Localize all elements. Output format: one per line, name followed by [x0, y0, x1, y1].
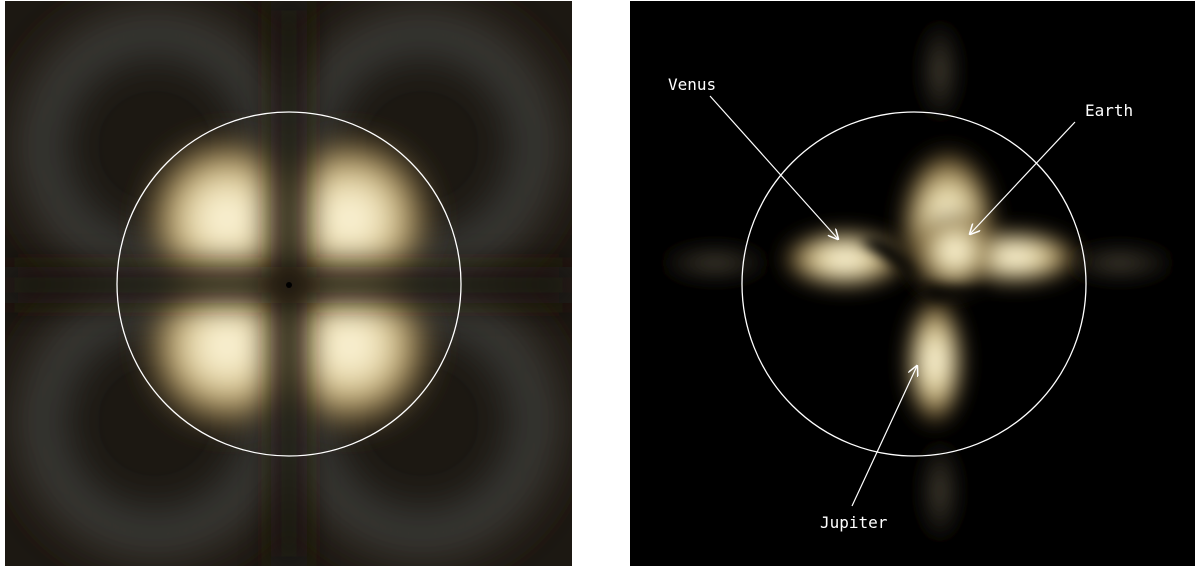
- right-pattern-graphic: Venus Earth Jupiter: [630, 1, 1195, 566]
- left-center-dot: [286, 282, 292, 288]
- earth-label: Earth: [1085, 101, 1133, 120]
- jupiter-lobe: [903, 291, 967, 431]
- left-pattern-graphic: [5, 1, 572, 566]
- venus-label: Venus: [668, 75, 716, 94]
- jupiter-label: Jupiter: [820, 513, 888, 532]
- right-image-panel: Venus Earth Jupiter: [630, 1, 1195, 566]
- left-image-panel: [5, 1, 572, 566]
